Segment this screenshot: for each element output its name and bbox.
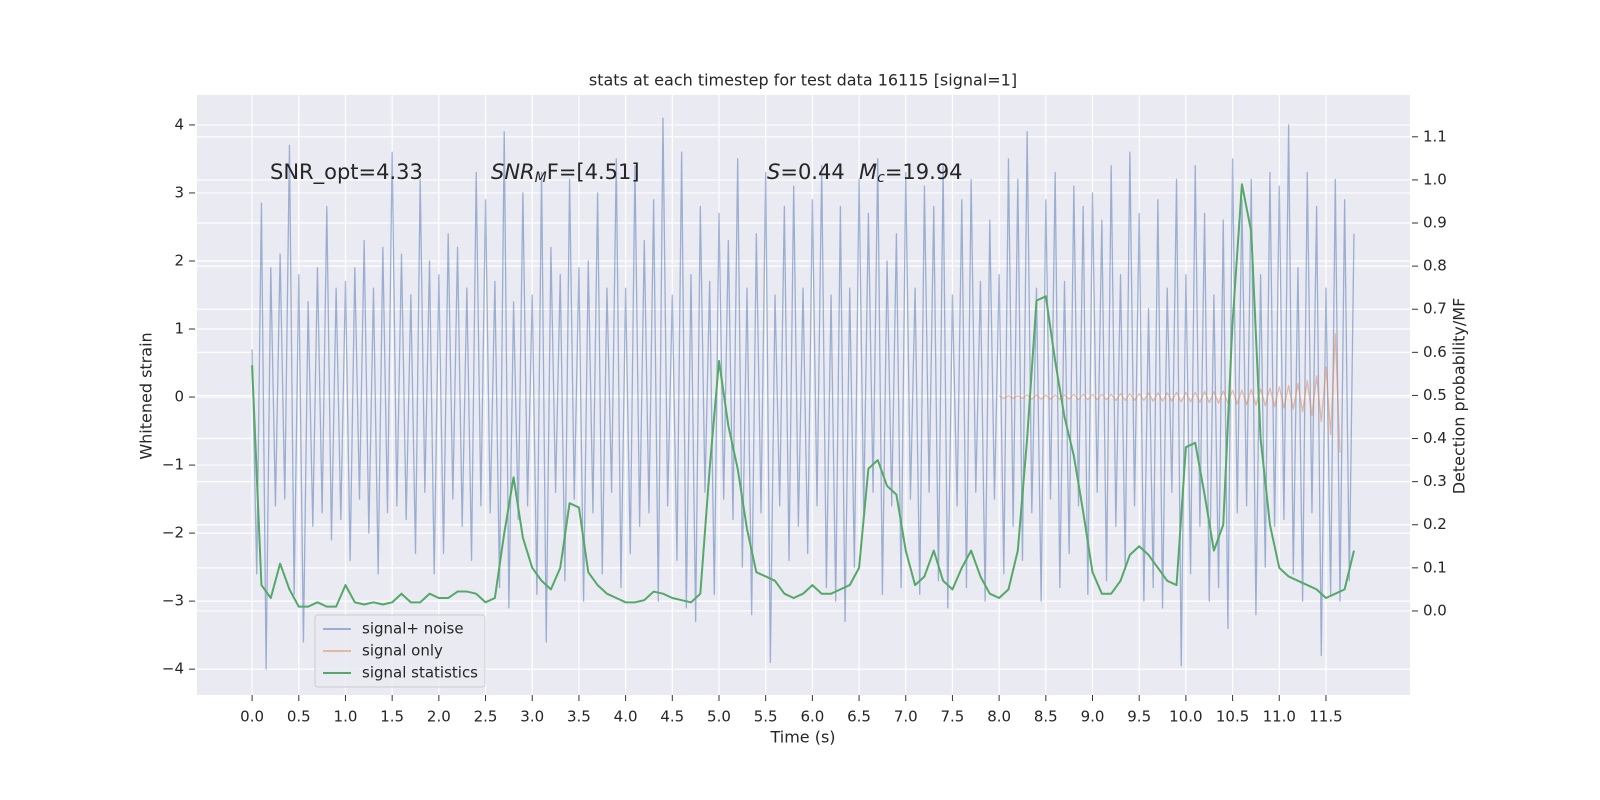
y2-tick-label: 0.0 (1423, 601, 1447, 619)
legend-label: signal+ noise (362, 620, 464, 638)
y2-tick-label: 0.3 (1423, 472, 1447, 490)
x-tick-label: 6.5 (847, 708, 871, 726)
legend: signal+ noise signal only signal statistic… (314, 614, 486, 688)
x-tick-label: 1.0 (334, 708, 358, 726)
x-tick-label: 4.0 (614, 708, 638, 726)
y2-tick-label: 1.1 (1423, 127, 1447, 145)
annotation-part: M (859, 160, 877, 184)
x-tick-label: 8.5 (1034, 708, 1058, 726)
x-tick-label: 7.5 (941, 708, 965, 726)
x-tick-label: 3.5 (567, 708, 591, 726)
x-tick-label: 7.0 (894, 708, 918, 726)
y2-tick-label: 0.6 (1423, 343, 1447, 361)
annotation-part: F=[4.51] (547, 160, 640, 184)
series-line (998, 333, 1341, 453)
legend-box (314, 614, 486, 688)
y2-tick-label: 0.8 (1423, 257, 1447, 275)
x-tick-label: 2.0 (427, 708, 451, 726)
annotation-part: =0.44 (780, 160, 844, 184)
series-line (251, 183, 1355, 608)
x-tick-label: 5.0 (707, 708, 731, 726)
series-line (251, 117, 1355, 670)
y2-tick-label: 0.5 (1423, 386, 1447, 404)
annotation: SNRMF=[4.51] (491, 160, 640, 186)
y2-tick-label: 0.2 (1423, 515, 1447, 533)
x-tick-label: 9.5 (1127, 708, 1151, 726)
x-tick-label: 2.5 (474, 708, 498, 726)
y-tick-label: 2 (174, 251, 184, 269)
legend-label: signal only (362, 642, 443, 660)
y-tick-label: −2 (162, 524, 184, 542)
y2-tick-label: 1.0 (1423, 170, 1447, 188)
annotation-sub: c (877, 170, 885, 186)
y2-axis-label: Detection probability/MF (1450, 298, 1469, 495)
chart-title: stats at each timestep for test data 161… (589, 71, 1017, 90)
x-axis-label: Time (s) (769, 728, 835, 747)
x-tick-label: 10.0 (1169, 708, 1202, 726)
annotation-part: =19.94 (885, 160, 963, 184)
x-tick-label: 5.5 (754, 708, 778, 726)
x-tick-label: 3.0 (520, 708, 544, 726)
y-tick-label: −4 (162, 660, 184, 678)
x-tick-label: 6.0 (800, 708, 824, 726)
x-tick-label: 0.5 (287, 708, 311, 726)
x-tick-label: 11.0 (1263, 708, 1296, 726)
y2-tick-label: 0.7 (1423, 300, 1447, 318)
legend-label: signal statistics (362, 664, 478, 682)
x-tick-label: 0.0 (240, 708, 264, 726)
lines (251, 117, 1355, 670)
x-tick-label: 4.5 (660, 708, 684, 726)
y2-tick-label: 0.4 (1423, 429, 1447, 447)
annotation: SNR_opt=4.33 (270, 160, 423, 185)
x-tick-label: 9.0 (1081, 708, 1105, 726)
x-tick-label: 10.5 (1216, 708, 1249, 726)
y-tick-label: −3 (162, 592, 184, 610)
y-tick-label: 4 (174, 115, 184, 133)
annotation-part: S (767, 160, 780, 184)
annotation: S=0.44 (767, 160, 845, 184)
y-tick-label: −1 (162, 456, 184, 474)
y-tick-label: 0 (174, 388, 184, 406)
annotation-part: SNR (491, 160, 535, 184)
y-axis-label: Whitened strain (137, 332, 156, 459)
y-tick-label: 3 (174, 183, 184, 201)
x-tick-label: 11.5 (1309, 708, 1342, 726)
x-tick-label: 8.0 (987, 708, 1011, 726)
y2-tick-label: 0.9 (1423, 214, 1447, 232)
y-tick-label: 1 (174, 320, 184, 338)
annotation: Mc=19.94 (859, 160, 963, 186)
y2-tick-label: 0.1 (1423, 558, 1447, 576)
annotation-sub: M (535, 170, 547, 186)
x-tick-label: 1.5 (380, 708, 404, 726)
